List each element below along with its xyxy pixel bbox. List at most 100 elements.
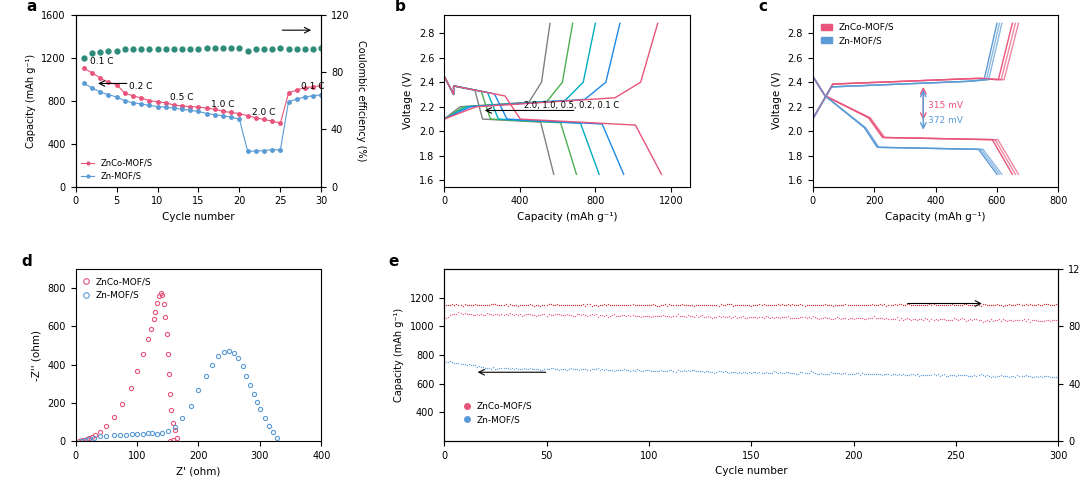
Point xyxy=(960,301,977,309)
Point xyxy=(922,371,940,379)
Point xyxy=(522,300,539,308)
Point xyxy=(921,371,939,379)
Point xyxy=(519,301,537,309)
Point xyxy=(1007,373,1024,381)
Point xyxy=(585,365,603,373)
Point xyxy=(765,301,782,309)
Y-axis label: Coulombic efficiency (%): Coulombic efficiency (%) xyxy=(356,40,366,161)
Point xyxy=(958,317,975,324)
Point xyxy=(845,315,862,323)
Point xyxy=(833,301,850,309)
Point xyxy=(1040,300,1057,308)
Point xyxy=(677,367,694,375)
Point xyxy=(611,301,629,309)
Point xyxy=(769,313,786,320)
Point xyxy=(1031,301,1049,309)
Point xyxy=(810,370,827,378)
Point xyxy=(645,300,662,308)
Point xyxy=(718,313,735,321)
Point xyxy=(913,315,930,323)
Point xyxy=(540,311,557,319)
Point xyxy=(730,313,747,320)
Point xyxy=(454,302,471,310)
Point xyxy=(602,312,619,319)
Point xyxy=(702,301,719,309)
Point xyxy=(577,311,594,319)
Point xyxy=(450,309,468,317)
CE xyxy=(192,46,205,52)
Point xyxy=(970,371,987,379)
X-axis label: Cycle number: Cycle number xyxy=(162,212,234,222)
Point xyxy=(552,312,569,319)
Point xyxy=(782,369,799,377)
Point xyxy=(828,314,846,321)
Point xyxy=(784,300,801,308)
Point xyxy=(883,301,901,309)
CE xyxy=(307,46,320,52)
Point xyxy=(792,300,809,308)
Point xyxy=(572,311,590,319)
Point xyxy=(954,371,971,379)
Point xyxy=(647,367,664,374)
Point xyxy=(876,315,893,323)
Point xyxy=(700,367,717,375)
Point xyxy=(869,301,887,309)
Point xyxy=(841,314,859,322)
Point xyxy=(769,300,786,308)
Point xyxy=(712,300,729,308)
Point xyxy=(990,301,1008,309)
Point xyxy=(1021,318,1038,326)
Point xyxy=(627,366,645,373)
Point xyxy=(789,314,807,321)
Point xyxy=(515,311,532,319)
Point xyxy=(492,310,510,318)
Point xyxy=(847,314,864,322)
Line: Zn-MOF/S: Zn-MOF/S xyxy=(82,82,323,153)
Point xyxy=(819,301,836,309)
Point xyxy=(892,315,909,322)
Point xyxy=(764,301,781,309)
Point xyxy=(841,370,859,378)
Point xyxy=(808,301,825,309)
Point xyxy=(681,301,699,309)
Point xyxy=(444,310,461,318)
Point xyxy=(458,361,475,369)
Point xyxy=(947,371,964,379)
Point xyxy=(1009,317,1026,324)
Point xyxy=(609,367,626,374)
Point xyxy=(1045,301,1063,309)
CE xyxy=(216,45,229,50)
Point xyxy=(784,314,801,322)
Point xyxy=(536,301,553,309)
Point xyxy=(691,301,708,309)
Zn-MOF/S xyxy=(233,116,246,122)
Point xyxy=(904,316,921,323)
CE xyxy=(249,46,262,52)
Text: 372 mV: 372 mV xyxy=(928,116,962,125)
Point xyxy=(707,301,725,309)
Point xyxy=(458,301,475,309)
Point xyxy=(728,301,745,309)
Point xyxy=(867,314,885,322)
Point xyxy=(865,370,882,378)
Point xyxy=(499,302,516,310)
Point xyxy=(575,300,592,308)
X-axis label: Cycle number: Cycle number xyxy=(715,466,787,476)
Point xyxy=(508,301,525,309)
Point xyxy=(622,312,639,319)
Point xyxy=(720,300,738,308)
Point xyxy=(671,301,688,309)
Point xyxy=(483,310,500,318)
Point xyxy=(606,301,623,309)
Point xyxy=(1000,300,1017,308)
Zn-MOF/S xyxy=(307,93,320,99)
X-axis label: Capacity (mAh g⁻¹): Capacity (mAh g⁻¹) xyxy=(886,212,986,222)
Point xyxy=(705,368,723,376)
Point xyxy=(968,372,985,380)
Point xyxy=(931,316,948,323)
Point xyxy=(663,314,680,321)
Point xyxy=(636,301,653,309)
Point xyxy=(529,301,546,309)
Point xyxy=(546,310,564,318)
Point xyxy=(835,368,852,376)
